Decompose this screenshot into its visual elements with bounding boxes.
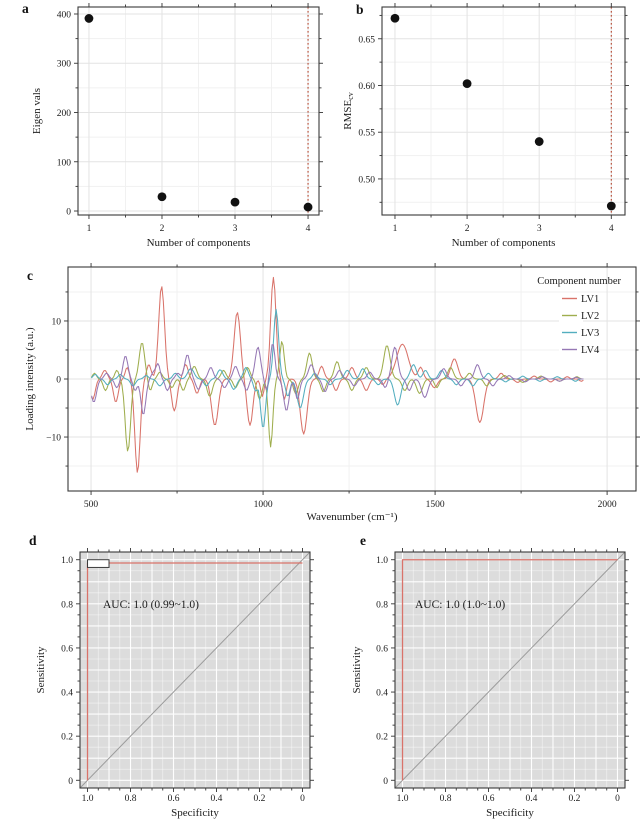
svg-text:0.8: 0.8	[440, 794, 452, 804]
svg-text:LV1: LV1	[581, 294, 599, 305]
svg-text:2: 2	[465, 224, 470, 234]
svg-text:100: 100	[57, 158, 72, 168]
svg-text:1.0: 1.0	[376, 556, 388, 566]
svg-text:1.0: 1.0	[397, 794, 409, 804]
svg-text:AUC: 1.0 (1.0~1.0): AUC: 1.0 (1.0~1.0)	[415, 599, 505, 611]
panel-c-loadings-plot: Component number LV1 LV2 LV3 LV4 500 1000 1500 2…	[24, 263, 640, 523]
svg-text:0.4: 0.4	[376, 689, 388, 699]
svg-text:0.4: 0.4	[211, 794, 223, 804]
svg-text:0.55: 0.55	[358, 129, 375, 139]
svg-text:Wavenumber (cm⁻¹): Wavenumber (cm⁻¹)	[307, 511, 398, 523]
panel-b-label: b	[356, 2, 364, 17]
svg-text:Number of components: Number of components	[452, 237, 556, 249]
svg-text:0: 0	[66, 208, 71, 218]
svg-text:−10: −10	[46, 434, 61, 444]
svg-text:Eigen vals: Eigen vals	[31, 88, 43, 134]
svg-text:0.50: 0.50	[358, 175, 375, 185]
panel-b-rmse-plot: 1 2 3 4 0.50 0.55 0.60 0.65 Number of components…	[342, 3, 629, 249]
svg-text:0.6: 0.6	[483, 794, 495, 804]
svg-text:0.60: 0.60	[358, 82, 375, 92]
panel-c-label: c	[27, 268, 33, 283]
svg-text:2000: 2000	[598, 500, 617, 510]
svg-text:4: 4	[609, 224, 614, 234]
svg-text:LV2: LV2	[581, 311, 599, 322]
svg-text:200: 200	[57, 109, 72, 119]
svg-text:RMSEcv: RMSEcv	[342, 92, 355, 130]
svg-text:0: 0	[56, 376, 61, 386]
svg-text:0.2: 0.2	[254, 794, 266, 804]
svg-text:0: 0	[300, 794, 305, 804]
svg-text:Number of components: Number of components	[147, 237, 251, 249]
panel-d-label: d	[29, 533, 37, 548]
svg-text:Sensitivity: Sensitivity	[35, 646, 47, 694]
svg-text:Specificity: Specificity	[171, 807, 219, 819]
svg-text:4: 4	[306, 224, 311, 234]
panel-a-label: a	[22, 1, 29, 16]
svg-text:Specificity: Specificity	[486, 807, 534, 819]
svg-text:3: 3	[233, 224, 238, 234]
svg-text:Component number: Component number	[537, 276, 621, 287]
svg-text:2: 2	[160, 224, 165, 234]
svg-text:0.2: 0.2	[569, 794, 581, 804]
svg-text:Loading intensity (a.u.): Loading intensity (a.u.)	[24, 327, 36, 431]
svg-text:AUC: 1.0 (0.99~1.0): AUC: 1.0 (0.99~1.0)	[103, 599, 199, 611]
svg-text:0.6: 0.6	[61, 644, 73, 654]
svg-text:0.65: 0.65	[358, 35, 375, 45]
svg-text:1000: 1000	[254, 500, 273, 510]
svg-text:LV3: LV3	[581, 328, 599, 339]
svg-text:1.0: 1.0	[82, 794, 94, 804]
svg-text:0.4: 0.4	[61, 689, 73, 699]
svg-text:1: 1	[87, 224, 92, 234]
svg-text:1500: 1500	[426, 500, 445, 510]
panel-e-roc-plot: AUC: 1.0 (1.0~1.0) 1.0 0.8 0.6 0.4 0.2 0 0 0.2 0.…	[351, 548, 629, 819]
svg-text:1.0: 1.0	[61, 556, 73, 566]
svg-text:0.2: 0.2	[376, 733, 388, 743]
svg-text:10: 10	[52, 317, 62, 327]
svg-text:3: 3	[537, 224, 542, 234]
panel-a-scree-plot: 1 2 3 4 0 100 200 300 400 Number of components Eig…	[31, 3, 323, 249]
svg-text:400: 400	[57, 10, 72, 20]
panel-e-label: e	[360, 533, 366, 548]
svg-text:0.4: 0.4	[526, 794, 538, 804]
svg-text:Sensitivity: Sensitivity	[351, 646, 363, 694]
svg-text:0.8: 0.8	[61, 600, 73, 610]
svg-text:0: 0	[68, 777, 73, 787]
svg-text:0.8: 0.8	[125, 794, 137, 804]
svg-text:300: 300	[57, 60, 72, 70]
svg-text:0.6: 0.6	[168, 794, 180, 804]
svg-text:0.8: 0.8	[376, 600, 388, 610]
svg-text:500: 500	[84, 500, 99, 510]
svg-text:1: 1	[393, 224, 398, 234]
panel-d-roc-plot: AUC: 1.0 (0.99~1.0) 1.0 0.8 0.6 0.4 0.2 0 0 0.2 0…	[35, 548, 314, 819]
svg-text:0: 0	[383, 777, 388, 787]
svg-text:0.2: 0.2	[61, 733, 73, 743]
svg-text:0.6: 0.6	[376, 644, 388, 654]
svg-text:0: 0	[615, 794, 620, 804]
svg-text:LV4: LV4	[581, 345, 600, 356]
